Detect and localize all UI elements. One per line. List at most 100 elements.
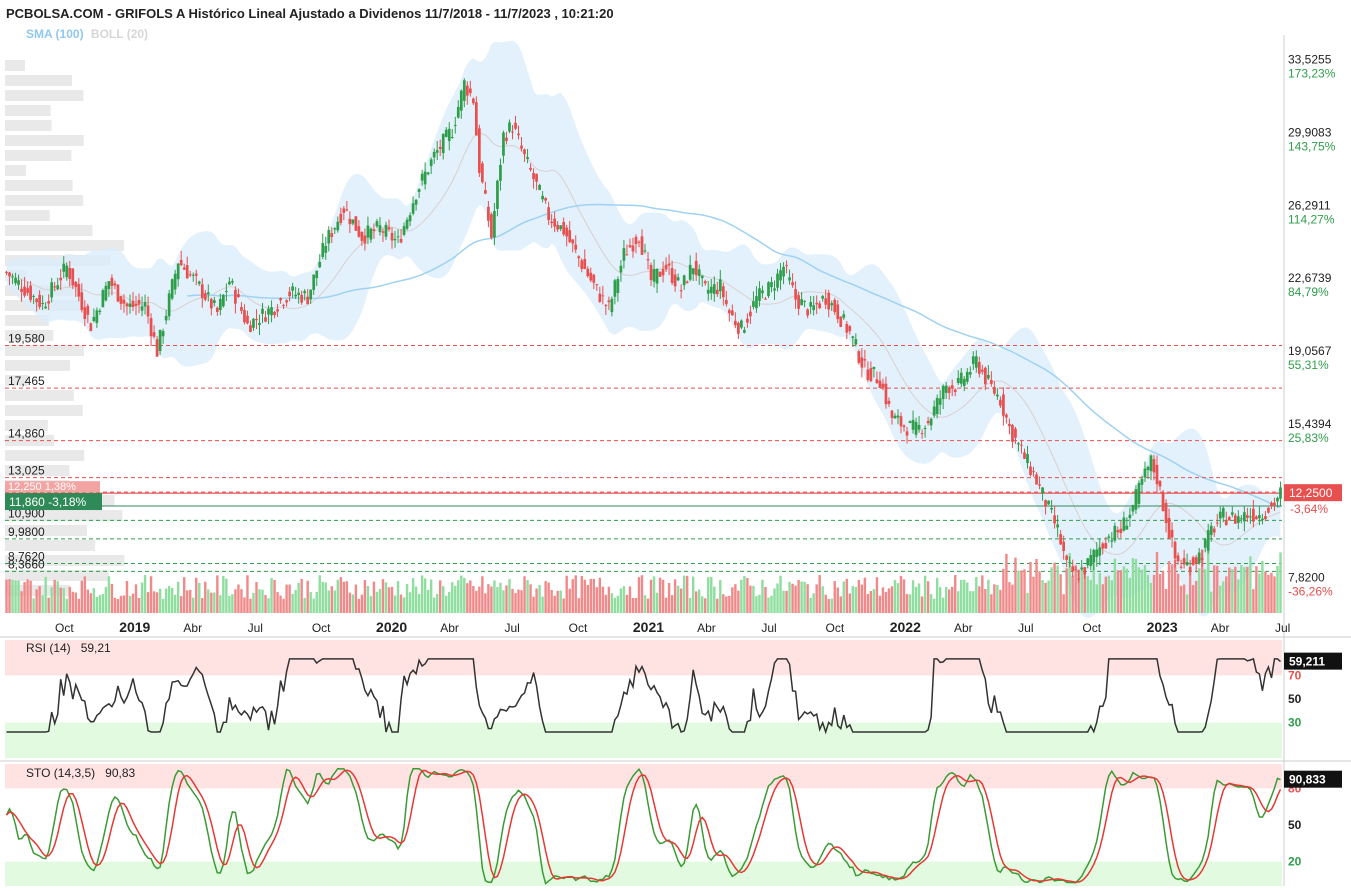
volume-bar bbox=[189, 589, 192, 613]
volume-bar bbox=[116, 598, 120, 613]
volume-bar bbox=[658, 577, 662, 613]
volume-bar bbox=[1023, 569, 1026, 613]
sma-legend[interactable]: SMA (100) bbox=[26, 27, 84, 41]
volume-bar bbox=[270, 577, 273, 613]
candle-body bbox=[53, 286, 57, 288]
candle-body bbox=[1038, 484, 1041, 486]
candle-body bbox=[167, 293, 171, 317]
candle-body bbox=[80, 292, 84, 310]
volume-bar bbox=[746, 578, 749, 613]
volume-bar bbox=[914, 586, 918, 613]
candle-body bbox=[782, 266, 785, 277]
candle-body bbox=[878, 380, 882, 388]
candle-body bbox=[372, 229, 376, 231]
candle-body bbox=[435, 150, 439, 153]
volume-bar bbox=[378, 589, 382, 613]
candle-body bbox=[589, 272, 593, 281]
candle-body bbox=[1029, 466, 1032, 475]
volume-bar bbox=[676, 585, 680, 613]
candle-body bbox=[1158, 480, 1162, 487]
volume-bar bbox=[580, 576, 583, 613]
candle-body bbox=[511, 131, 514, 133]
candle-body bbox=[71, 268, 75, 286]
candle-body bbox=[884, 383, 888, 405]
x-tick-label: Abr bbox=[440, 621, 459, 635]
candle-body bbox=[1152, 459, 1156, 473]
candle-body bbox=[255, 318, 258, 321]
candle-body bbox=[764, 298, 767, 300]
current-price-pct: -3,64% bbox=[1290, 502, 1328, 516]
volume-profile-bar bbox=[5, 390, 74, 401]
volume-bar bbox=[155, 592, 159, 613]
volume-bar bbox=[228, 595, 231, 613]
volume-bar bbox=[969, 591, 972, 613]
volume-bar bbox=[384, 582, 388, 613]
volume-bar bbox=[1080, 566, 1083, 613]
candle-body bbox=[1092, 549, 1096, 563]
indicator-legend[interactable]: SMA (100) BOLL (20) bbox=[26, 27, 148, 41]
volume-bar bbox=[550, 589, 553, 613]
volume-bar bbox=[1026, 592, 1029, 613]
volume-bar bbox=[920, 596, 924, 613]
candle-body bbox=[556, 224, 560, 230]
candle-body bbox=[1035, 474, 1038, 485]
volume-bar bbox=[1092, 564, 1095, 613]
candle-body bbox=[1143, 468, 1147, 478]
volume-bar bbox=[252, 592, 255, 613]
volume-bar bbox=[791, 583, 794, 613]
candle-body bbox=[821, 296, 825, 299]
volume-bar bbox=[586, 584, 589, 613]
candle-body bbox=[1239, 518, 1243, 520]
candle-body bbox=[1270, 502, 1273, 507]
candle-body bbox=[185, 265, 189, 279]
candle-body bbox=[312, 274, 316, 290]
candle-body bbox=[580, 260, 584, 269]
volume-bar bbox=[249, 598, 252, 613]
volume-bar bbox=[960, 579, 963, 613]
volume-bar bbox=[466, 583, 469, 613]
candle-body bbox=[583, 259, 587, 270]
volume-bar bbox=[601, 586, 605, 613]
volume-bar bbox=[764, 586, 767, 613]
boll-legend[interactable]: BOLL (20) bbox=[90, 27, 149, 41]
candle-body bbox=[1267, 507, 1270, 513]
rsi-level-label: 70 bbox=[1288, 668, 1302, 682]
volume-bar bbox=[577, 598, 580, 613]
candle-body bbox=[35, 298, 38, 303]
volume-bar bbox=[1104, 576, 1108, 613]
candle-body bbox=[601, 295, 605, 297]
candle-body bbox=[523, 149, 526, 155]
candle-body bbox=[1002, 394, 1005, 416]
candle-body bbox=[1056, 524, 1059, 528]
candle-body bbox=[854, 339, 858, 345]
volume-bar bbox=[1098, 572, 1101, 613]
volume-bar bbox=[1158, 574, 1162, 613]
volume-bar bbox=[688, 597, 692, 613]
volume-bar bbox=[1170, 564, 1174, 613]
volume-bar bbox=[333, 590, 336, 613]
volume-bar bbox=[785, 590, 788, 613]
candle-body bbox=[932, 406, 936, 416]
candle-body bbox=[730, 310, 734, 316]
candle-body bbox=[993, 387, 996, 394]
volume-bar bbox=[246, 575, 249, 613]
volume-profile-bar bbox=[5, 90, 84, 101]
candle-body bbox=[818, 303, 822, 309]
candle-body bbox=[547, 207, 550, 221]
volume-bar bbox=[360, 594, 364, 613]
sto-d-line bbox=[5, 769, 1282, 883]
volume-bar bbox=[1047, 580, 1050, 613]
candle-body bbox=[1276, 497, 1279, 502]
volume-bar bbox=[1035, 558, 1038, 613]
candle-body bbox=[571, 239, 575, 244]
volume-bar bbox=[390, 586, 394, 613]
candle-body bbox=[306, 296, 310, 305]
candle-body bbox=[694, 260, 698, 276]
volume-bar bbox=[454, 585, 457, 613]
volume-bar bbox=[716, 598, 719, 613]
candle-body bbox=[1249, 516, 1252, 518]
volume-bar bbox=[932, 598, 936, 613]
volume-bar bbox=[53, 579, 56, 613]
volume-bar bbox=[1240, 564, 1243, 613]
volume-bar bbox=[1086, 576, 1089, 613]
